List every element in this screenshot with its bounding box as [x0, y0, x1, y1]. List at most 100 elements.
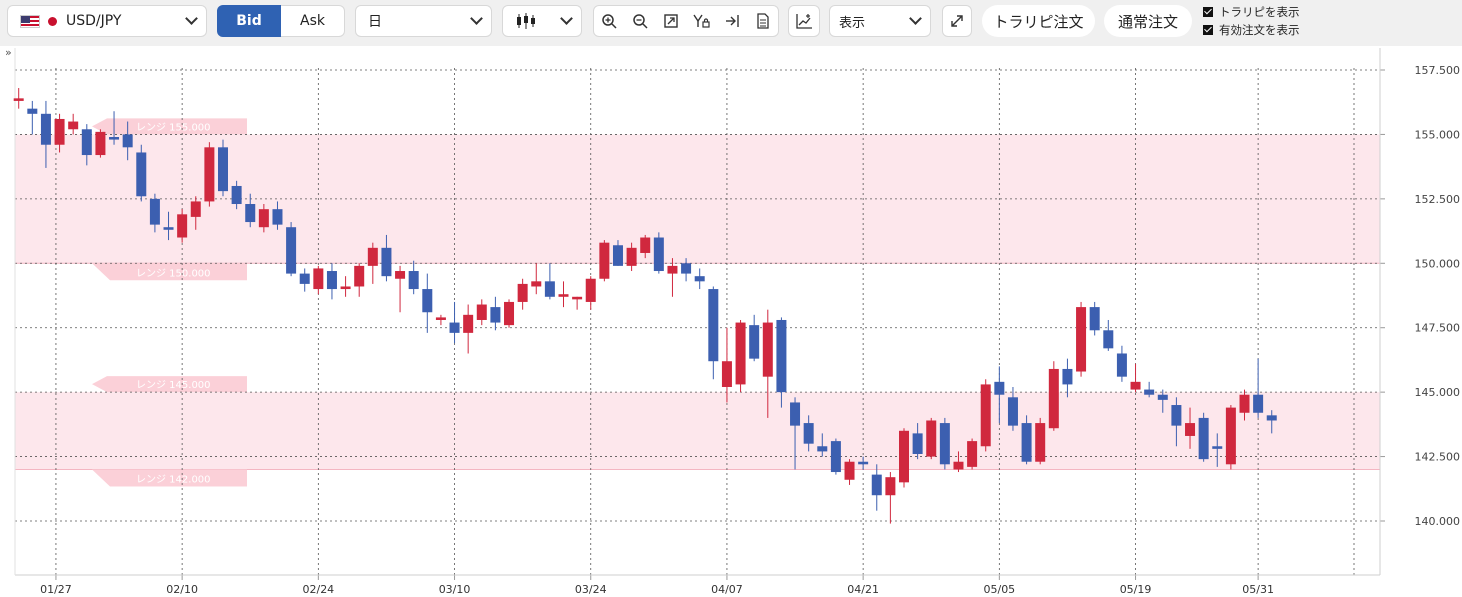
- candle-down[interactable]: [449, 322, 460, 333]
- candle-down[interactable]: [1198, 417, 1209, 460]
- candle-up[interactable]: [953, 461, 964, 470]
- fullscreen-button[interactable]: [942, 5, 972, 37]
- candle-up[interactable]: [68, 121, 79, 130]
- candle-down[interactable]: [218, 147, 228, 192]
- candle-up[interactable]: [885, 477, 896, 496]
- candle-up[interactable]: [626, 247, 637, 266]
- candle-down[interactable]: [1171, 405, 1182, 426]
- candle-up[interactable]: [762, 322, 773, 377]
- candle-down[interactable]: [803, 423, 814, 444]
- candle-down[interactable]: [749, 325, 760, 359]
- candle-up[interactable]: [899, 430, 909, 483]
- candle-down[interactable]: [245, 204, 256, 223]
- display-select[interactable]: 表示: [829, 5, 931, 37]
- candle-down[interactable]: [422, 289, 433, 313]
- candle-up[interactable]: [54, 118, 65, 145]
- collapse-toggle[interactable]: »: [5, 46, 12, 59]
- candle-up[interactable]: [572, 296, 583, 300]
- candle-down[interactable]: [272, 209, 283, 225]
- candle-down[interactable]: [299, 273, 310, 284]
- candle-up[interactable]: [204, 147, 215, 202]
- candle-up[interactable]: [967, 441, 978, 467]
- candle-down[interactable]: [817, 446, 828, 452]
- candle-up[interactable]: [258, 209, 269, 228]
- candle-down[interactable]: [381, 247, 392, 277]
- candle-up[interactable]: [95, 131, 106, 156]
- zoom-in-icon[interactable]: [596, 8, 622, 34]
- candle-down[interactable]: [871, 474, 882, 496]
- candle-down[interactable]: [40, 113, 51, 145]
- candle-up[interactable]: [844, 461, 855, 480]
- show-trap-checkbox[interactable]: トラリピを表示: [1203, 4, 1300, 20]
- candle-up[interactable]: [177, 214, 188, 238]
- candle-up[interactable]: [435, 317, 446, 320]
- candle-up[interactable]: [1239, 394, 1250, 413]
- candle-up[interactable]: [463, 314, 474, 333]
- normal-order-button[interactable]: 通常注文: [1104, 5, 1192, 37]
- zoom-out-icon[interactable]: [627, 8, 653, 34]
- candle-down[interactable]: [163, 227, 174, 230]
- candle-down[interactable]: [286, 227, 297, 274]
- candle-down[interactable]: [612, 245, 623, 266]
- candle-down[interactable]: [776, 319, 787, 393]
- candle-down[interactable]: [1253, 394, 1264, 413]
- candle-up[interactable]: [367, 247, 378, 266]
- candle-down[interactable]: [1007, 397, 1018, 426]
- y-axis-lock-icon[interactable]: [688, 8, 714, 34]
- fit-screen-icon[interactable]: [658, 8, 684, 34]
- candle-up[interactable]: [1130, 381, 1141, 390]
- candle-up[interactable]: [354, 265, 365, 287]
- candle-down[interactable]: [1089, 307, 1100, 331]
- candle-up[interactable]: [667, 265, 678, 274]
- candle-up[interactable]: [13, 98, 24, 101]
- candle-down[interactable]: [326, 271, 337, 290]
- candle-up[interactable]: [585, 278, 596, 302]
- candle-up[interactable]: [1185, 423, 1196, 436]
- candle-up[interactable]: [640, 237, 651, 253]
- candle-down[interactable]: [1103, 330, 1114, 349]
- candle-up[interactable]: [558, 294, 569, 297]
- document-icon[interactable]: [750, 8, 776, 34]
- indicator-button[interactable]: [788, 5, 820, 37]
- candle-up[interactable]: [926, 420, 937, 457]
- candle-down[interactable]: [1144, 389, 1155, 395]
- candle-down[interactable]: [1157, 394, 1168, 400]
- candle-up[interactable]: [313, 268, 324, 290]
- candle-down[interactable]: [830, 441, 841, 473]
- candle-down[interactable]: [149, 198, 160, 225]
- candle-down[interactable]: [1116, 353, 1127, 377]
- candle-up[interactable]: [1048, 368, 1059, 429]
- jump-latest-icon[interactable]: [719, 8, 745, 34]
- candle-down[interactable]: [408, 271, 419, 290]
- candle-down[interactable]: [27, 108, 38, 114]
- candle-up[interactable]: [1035, 423, 1046, 462]
- candle-down[interactable]: [858, 461, 869, 465]
- candle-up[interactable]: [599, 242, 610, 279]
- candle-down[interactable]: [708, 289, 719, 362]
- candle-down[interactable]: [490, 307, 501, 323]
- candle-up[interactable]: [517, 283, 528, 302]
- candle-down[interactable]: [231, 185, 242, 205]
- candle-up[interactable]: [190, 201, 201, 217]
- candle-down[interactable]: [994, 381, 1005, 395]
- candle-down[interactable]: [790, 402, 801, 426]
- candle-up[interactable]: [340, 286, 351, 290]
- candle-down[interactable]: [81, 129, 92, 156]
- candle-down[interactable]: [681, 263, 692, 274]
- symbol-select[interactable]: USD/JPY: [7, 5, 207, 37]
- candle-down[interactable]: [1266, 415, 1277, 421]
- candle-down[interactable]: [653, 237, 664, 272]
- show-orders-checkbox[interactable]: 有効注文を表示: [1203, 22, 1300, 38]
- ask-button[interactable]: Ask: [281, 5, 345, 37]
- candle-up[interactable]: [1225, 407, 1236, 465]
- candle-up[interactable]: [476, 304, 487, 320]
- period-select[interactable]: 日: [355, 5, 492, 37]
- candle-up[interactable]: [531, 281, 542, 287]
- bid-button[interactable]: Bid: [217, 5, 281, 37]
- candle-down[interactable]: [544, 281, 555, 297]
- candle-up[interactable]: [395, 271, 406, 279]
- candle-down[interactable]: [122, 134, 133, 148]
- candle-up[interactable]: [504, 301, 515, 326]
- candle-up[interactable]: [735, 322, 746, 385]
